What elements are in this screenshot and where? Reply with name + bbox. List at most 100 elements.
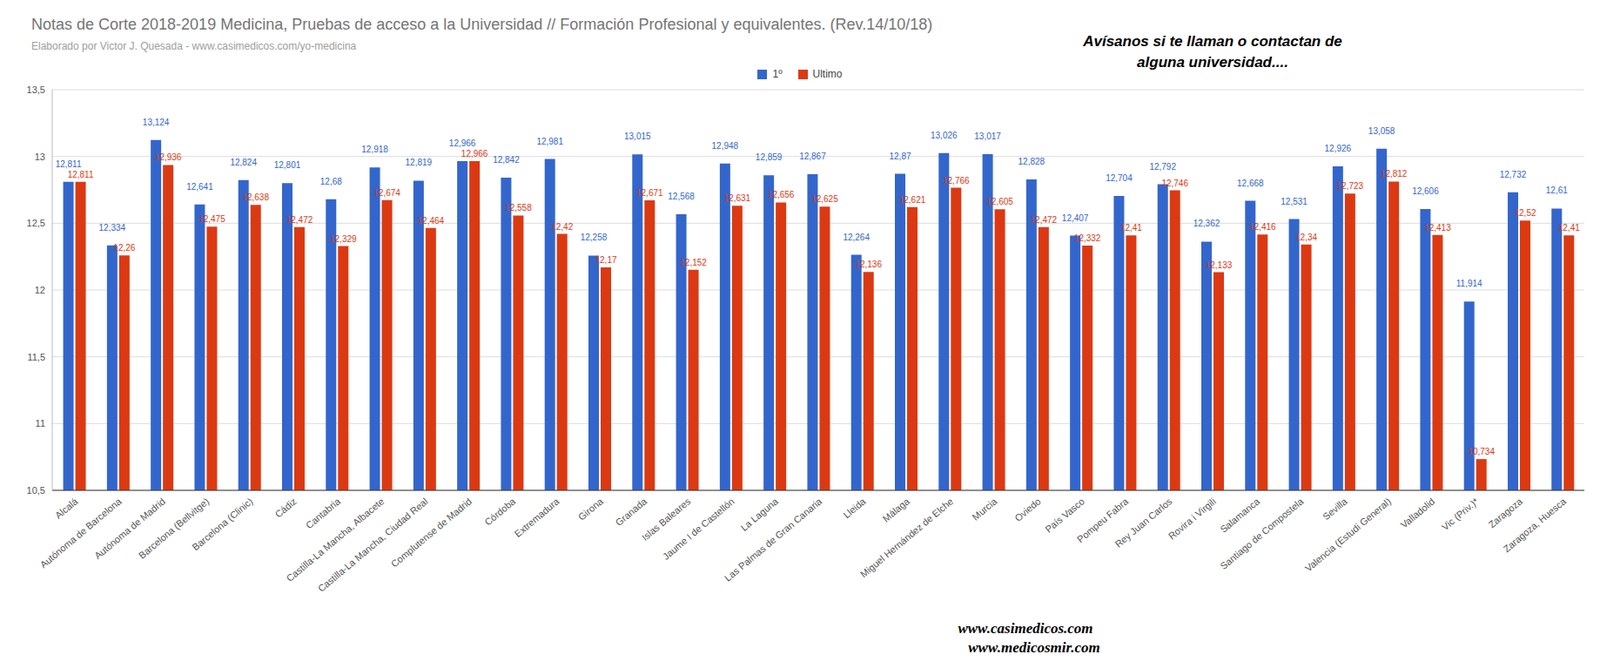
svg-text:12,558: 12,558 (504, 202, 532, 213)
svg-text:Vic (Priv.)*: Vic (Priv.)* (1439, 495, 1481, 532)
svg-text:13,058: 13,058 (1368, 126, 1396, 136)
svg-text:12,671: 12,671 (636, 188, 664, 198)
svg-text:Granada: Granada (613, 495, 650, 528)
svg-text:12,464: 12,464 (417, 215, 445, 226)
svg-text:12,416: 12,416 (1249, 221, 1277, 232)
svg-text:Girona: Girona (576, 495, 606, 523)
svg-text:12,136: 12,136 (854, 259, 882, 269)
svg-text:12,133: 12,133 (1205, 260, 1233, 270)
svg-text:12,625: 12,625 (811, 194, 839, 204)
svg-text:12,746: 12,746 (1161, 178, 1189, 189)
svg-text:Barcelona (Clinic): Barcelona (Clinic) (189, 495, 255, 552)
svg-text:12,531: 12,531 (1280, 196, 1308, 207)
svg-text:Las Palmas de Gran Canaria: Las Palmas de Gran Canaria (722, 495, 825, 584)
svg-text:12,472: 12,472 (286, 215, 314, 225)
svg-text:12,638: 12,638 (242, 192, 269, 202)
svg-text:Extremadura: Extremadura (512, 495, 563, 539)
svg-text:12,792: 12,792 (1149, 161, 1177, 172)
svg-text:12,732: 12,732 (1499, 169, 1527, 180)
svg-text:Sevilla: Sevilla (1320, 495, 1350, 523)
svg-text:Salamanca: Salamanca (1217, 495, 1263, 535)
svg-text:12,842: 12,842 (492, 154, 520, 165)
svg-text:12,362: 12,362 (1193, 218, 1221, 229)
svg-text:12,605: 12,605 (986, 196, 1014, 207)
svg-text:12,641: 12,641 (186, 181, 214, 192)
svg-text:11,914: 11,914 (1456, 278, 1483, 289)
svg-text:10,5: 10,5 (26, 484, 46, 496)
svg-text:12,68: 12,68 (320, 176, 343, 187)
svg-text:Valladolid: Valladolid (1398, 495, 1438, 530)
svg-text:12,332: 12,332 (1074, 233, 1102, 243)
svg-text:12,568: 12,568 (667, 191, 695, 202)
svg-text:Autónoma de Madrid: Autónoma de Madrid (92, 495, 168, 561)
svg-text:12,472: 12,472 (1030, 215, 1058, 225)
svg-text:12,674: 12,674 (373, 188, 401, 198)
svg-text:12,26: 12,26 (113, 242, 135, 253)
svg-text:12,801: 12,801 (274, 160, 302, 170)
svg-text:Complutense de Madrid: Complutense de Madrid (389, 495, 474, 569)
svg-text:12,258: 12,258 (580, 232, 608, 243)
svg-text:12,824: 12,824 (229, 157, 257, 168)
svg-text:Jaume I de Castellón: Jaume I de Castellón (660, 495, 737, 562)
svg-text:12,819: 12,819 (405, 157, 433, 168)
svg-text:Alcalá: Alcalá (53, 495, 81, 521)
svg-text:12,867: 12,867 (799, 151, 827, 162)
svg-text:Zaragoza, Huesca: Zaragoza, Huesca (1501, 495, 1569, 555)
svg-text:País Vasco: País Vasco (1042, 495, 1087, 534)
svg-text:Córdoba: Córdoba (482, 495, 518, 528)
svg-text:Murcia: Murcia (969, 495, 1000, 523)
svg-text:12,61: 12,61 (1546, 185, 1568, 195)
svg-text:13: 13 (34, 151, 46, 162)
svg-text:12,631: 12,631 (724, 193, 752, 203)
svg-text:Autónoma de Barcelona: Autónoma de Barcelona (38, 495, 125, 571)
svg-text:Cantabria: Cantabria (303, 495, 343, 531)
svg-text:Lleida: Lleida (840, 495, 868, 521)
svg-text:12,5: 12,5 (26, 217, 46, 229)
svg-text:12,334: 12,334 (99, 222, 127, 233)
svg-text:Santiago de Compostela: Santiago de Compostela (1217, 495, 1306, 572)
svg-text:12,723: 12,723 (1337, 181, 1365, 191)
svg-text:12,936: 12,936 (154, 152, 182, 162)
svg-text:12,621: 12,621 (899, 194, 927, 205)
svg-text:12,766: 12,766 (942, 175, 970, 186)
svg-text:13,015: 13,015 (624, 131, 652, 142)
svg-text:12,41: 12,41 (1120, 222, 1143, 233)
svg-text:12,966: 12,966 (449, 138, 477, 148)
svg-text:12,656: 12,656 (767, 189, 795, 200)
svg-text:Oviedo: Oviedo (1012, 495, 1043, 524)
svg-text:12,329: 12,329 (329, 234, 357, 244)
svg-text:Rovira i Virgili: Rovira i Virgili (1166, 495, 1218, 541)
svg-text:12,812: 12,812 (1380, 168, 1408, 179)
svg-text:12: 12 (34, 284, 46, 296)
svg-text:12,606: 12,606 (1411, 186, 1439, 196)
svg-text:Málaga: Málaga (880, 495, 913, 525)
svg-text:12,475: 12,475 (198, 214, 226, 224)
svg-text:12,668: 12,668 (1236, 178, 1264, 189)
svg-text:13,026: 13,026 (930, 130, 958, 141)
svg-text:12,52: 12,52 (1513, 208, 1536, 218)
svg-text:12,264: 12,264 (842, 232, 870, 243)
svg-text:12,811: 12,811 (55, 159, 82, 169)
svg-text:11,5: 11,5 (26, 351, 46, 363)
svg-text:12,859: 12,859 (755, 152, 783, 162)
svg-text:13,5: 13,5 (26, 84, 46, 95)
svg-text:12,981: 12,981 (536, 136, 564, 147)
svg-text:12,948: 12,948 (712, 141, 740, 151)
svg-text:12,407: 12,407 (1062, 213, 1090, 223)
svg-text:11: 11 (35, 417, 46, 429)
svg-text:La Laguna: La Laguna (738, 495, 780, 533)
svg-text:12,926: 12,926 (1324, 143, 1352, 154)
svg-text:12,811: 12,811 (67, 169, 95, 180)
svg-text:12,34: 12,34 (1295, 232, 1318, 243)
svg-text:12,87: 12,87 (888, 151, 911, 162)
svg-text:12,42: 12,42 (551, 221, 573, 232)
svg-text:10,734: 10,734 (1467, 446, 1495, 457)
svg-text:12,17: 12,17 (594, 255, 617, 265)
svg-text:Barcelona (Bellvitge): Barcelona (Bellvitge) (136, 495, 211, 560)
svg-text:12,966: 12,966 (461, 148, 489, 159)
svg-text:12,152: 12,152 (679, 257, 707, 268)
svg-text:Rey Juan Carlos: Rey Juan Carlos (1113, 495, 1175, 550)
svg-text:Valencia (Estudi General): Valencia (Estudi General) (1303, 495, 1393, 573)
svg-text:12,413: 12,413 (1424, 222, 1452, 233)
svg-text:13,124: 13,124 (142, 117, 170, 128)
